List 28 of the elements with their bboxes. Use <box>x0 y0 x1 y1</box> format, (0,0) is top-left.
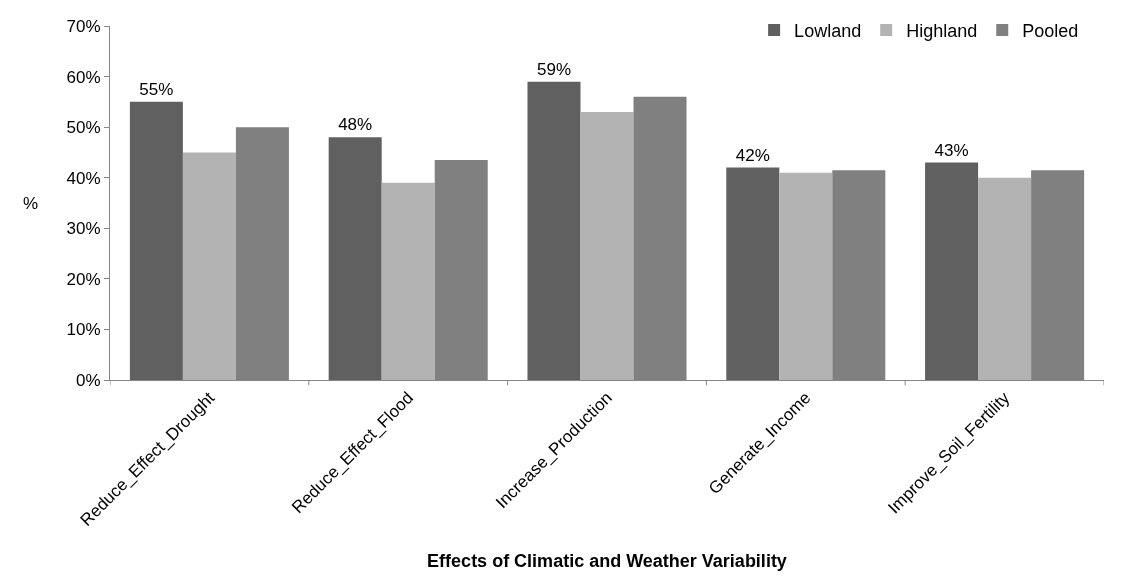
bar <box>129 101 183 380</box>
bar <box>527 81 581 380</box>
data-label: 55% <box>139 79 174 99</box>
x-axis-title: Effects of Climatic and Weather Variability <box>427 550 787 571</box>
data-label: 43% <box>934 140 969 160</box>
data-label: 48% <box>338 115 373 135</box>
bar <box>381 182 435 380</box>
y-tick-label: 30% <box>66 219 101 239</box>
bar <box>925 162 979 380</box>
y-tick-label: 50% <box>66 118 101 138</box>
y-tick-label: 60% <box>66 67 101 87</box>
y-tick-label: 40% <box>66 168 101 188</box>
y-tick-label: 0% <box>76 370 101 390</box>
y-tick-label: 10% <box>66 320 101 340</box>
data-label: 42% <box>735 145 770 165</box>
legend-label: Highland <box>906 21 978 42</box>
bar <box>328 137 382 380</box>
bar <box>580 111 634 380</box>
y-tick-label: 20% <box>66 269 101 289</box>
bar <box>779 172 833 380</box>
bar <box>726 167 780 380</box>
y-tick-label: 70% <box>66 16 101 36</box>
legend-label: Pooled <box>1022 21 1079 42</box>
data-label: 59% <box>536 59 571 79</box>
bar <box>182 152 236 380</box>
legend-label: Lowland <box>794 21 862 42</box>
y-axis-title: % <box>23 194 39 213</box>
bar <box>978 177 1032 380</box>
